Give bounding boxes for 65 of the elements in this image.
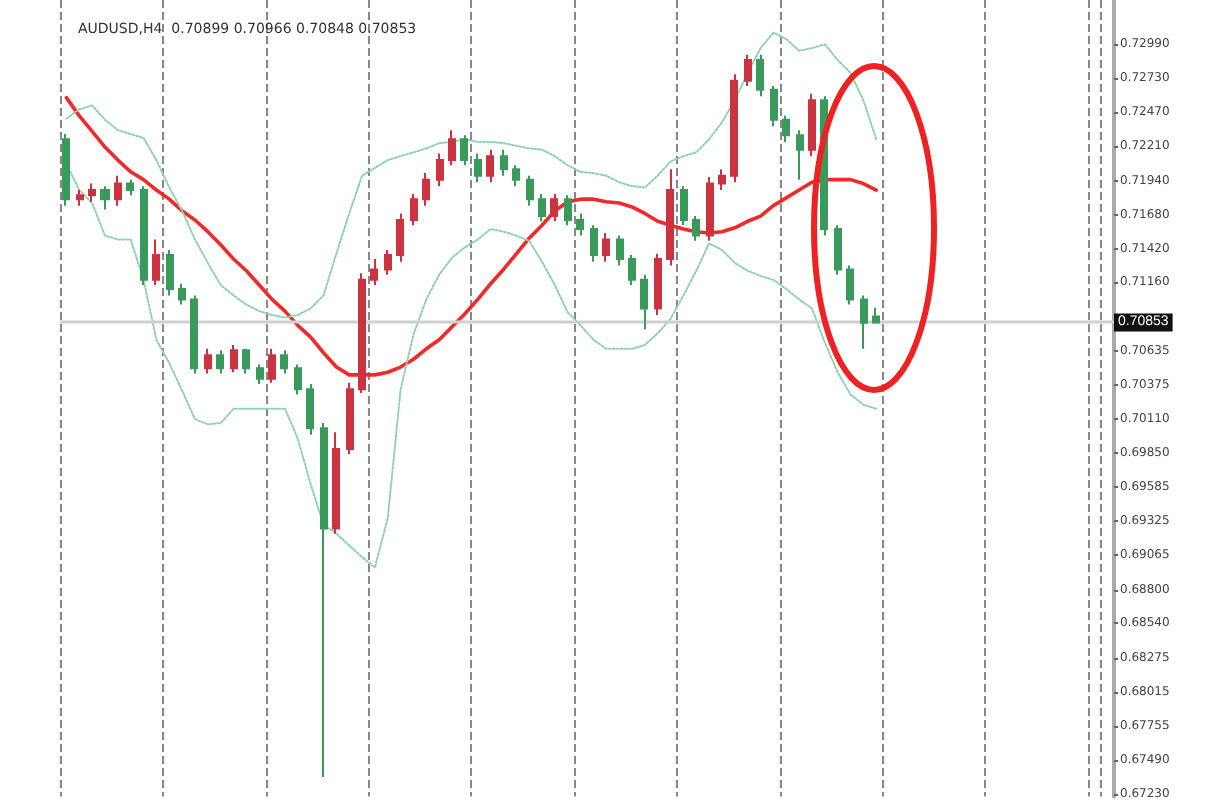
- candlestick: [100, 185, 110, 211]
- line-series: [64, 95, 879, 377]
- candlestick: [436, 152, 444, 188]
- candlestick: [152, 238, 160, 287]
- candlestick: [640, 273, 648, 331]
- candlestick: [550, 192, 558, 223]
- candlestick: [256, 363, 264, 385]
- candlestick: [744, 53, 752, 87]
- candlestick: [178, 282, 186, 306]
- candlestick: [526, 174, 534, 207]
- candlestick: [62, 133, 70, 207]
- candlestick: [654, 252, 662, 316]
- candlestick: [796, 129, 804, 181]
- candlestick: [410, 192, 418, 227]
- candlestick: [808, 92, 816, 158]
- candlestick: [320, 422, 328, 779]
- candlestick: [114, 174, 122, 207]
- candlestick: [332, 431, 340, 535]
- candlestick: [872, 306, 880, 325]
- candlestick: [448, 129, 456, 167]
- candlestick: [576, 212, 584, 237]
- candlestick: [512, 164, 520, 188]
- candlestick: [782, 114, 790, 143]
- candlestick: [756, 53, 764, 98]
- candlestick: [422, 172, 430, 207]
- candlestick: [384, 248, 392, 276]
- candlestick: [692, 215, 700, 242]
- candlestick: [242, 347, 250, 375]
- candlestick: [860, 294, 868, 350]
- candlestick: [294, 363, 302, 396]
- candlestick: [126, 178, 134, 197]
- candlestick: [166, 248, 174, 297]
- candlestick: [474, 152, 482, 184]
- candlestick: [628, 254, 636, 287]
- candlestick: [616, 234, 624, 267]
- candlestick: [564, 194, 572, 227]
- candlestick: [770, 84, 778, 128]
- line-series: [65, 31, 878, 319]
- candlestick: [140, 185, 148, 287]
- candlestick: [846, 264, 854, 306]
- candlestick: [76, 189, 84, 207]
- candlestick: [346, 381, 354, 456]
- candlestick: [280, 349, 288, 375]
- candlestick: [358, 272, 366, 395]
- candlestick: [190, 294, 198, 375]
- candlestick: [500, 148, 508, 177]
- candlestick: [590, 224, 598, 263]
- candlestick: [204, 347, 212, 375]
- candlestick: [460, 134, 468, 167]
- candlestick: [538, 192, 546, 223]
- candlestick: [216, 349, 224, 375]
- candlestick: [706, 176, 714, 242]
- candlestick: [680, 185, 688, 227]
- candlestick: [834, 224, 842, 276]
- candlestick: [666, 168, 674, 267]
- candlestick: [230, 343, 238, 374]
- candlestick: [306, 382, 314, 436]
- candlestick: [370, 258, 378, 287]
- candlestick: [730, 73, 738, 184]
- candlestick: [88, 182, 96, 203]
- candlestick: [396, 212, 404, 263]
- candlestick: [486, 148, 494, 184]
- candlestick: [268, 347, 276, 384]
- candlestick: [718, 168, 726, 192]
- candlestick: [602, 231, 610, 263]
